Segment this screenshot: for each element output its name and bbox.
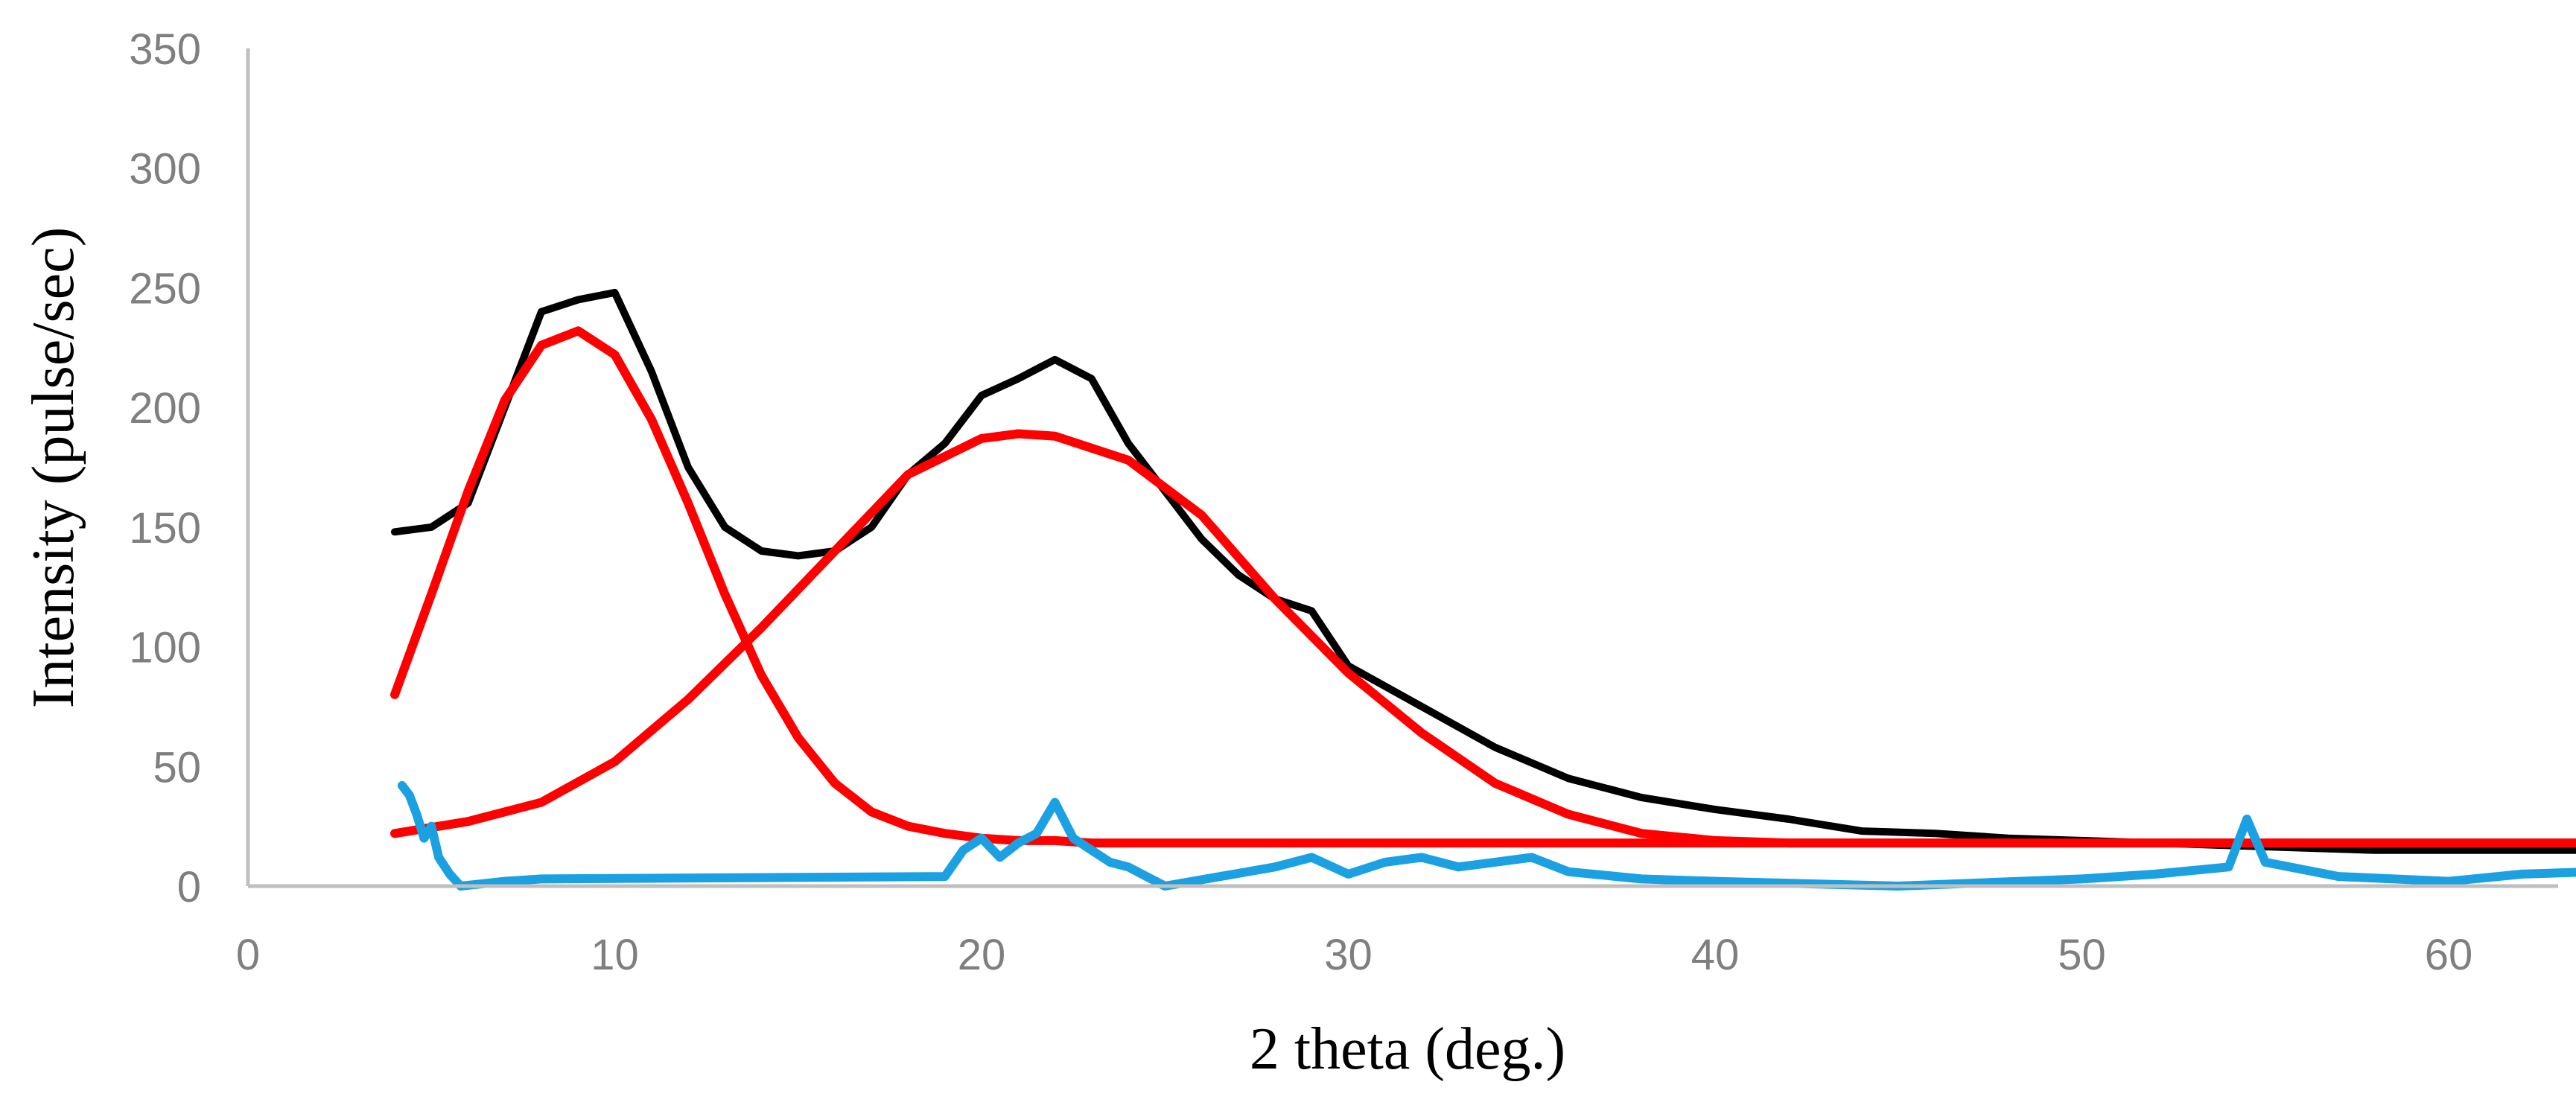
y-tick-label: 150 xyxy=(129,504,201,553)
x-tick-label: 30 xyxy=(1324,931,1373,979)
x-tick-label: 60 xyxy=(2425,931,2473,979)
residual-series-line xyxy=(397,781,2576,891)
plot-area xyxy=(390,288,2576,891)
y-axis-title: Intensity (pulse/sec) xyxy=(21,227,86,708)
tick-labels: 0 10 20 30 40 50 60 0 50 100 150 200 250 300 350 xyxy=(129,25,2472,979)
y-tick-label: 100 xyxy=(129,624,201,672)
y-tick-label: 0 xyxy=(177,863,201,911)
measured-series-line xyxy=(391,288,2576,854)
y-tick-label: 200 xyxy=(129,384,201,433)
y-tick-label: 50 xyxy=(153,743,201,792)
y-tick-label: 350 xyxy=(129,25,201,74)
x-tick-label: 40 xyxy=(1691,931,1740,979)
fit-peak-1-line xyxy=(390,326,2576,848)
x-tick-label: 10 xyxy=(591,931,639,979)
y-tick-label: 250 xyxy=(129,264,201,313)
fit-peak-2-line xyxy=(390,429,2576,848)
x-axis-title: 2 theta (deg.) xyxy=(1250,1016,1565,1082)
x-tick-label: 50 xyxy=(2058,931,2106,979)
x-tick-label: 20 xyxy=(958,931,1006,979)
x-tick-label: 0 xyxy=(236,931,260,979)
y-tick-label: 300 xyxy=(129,145,201,194)
